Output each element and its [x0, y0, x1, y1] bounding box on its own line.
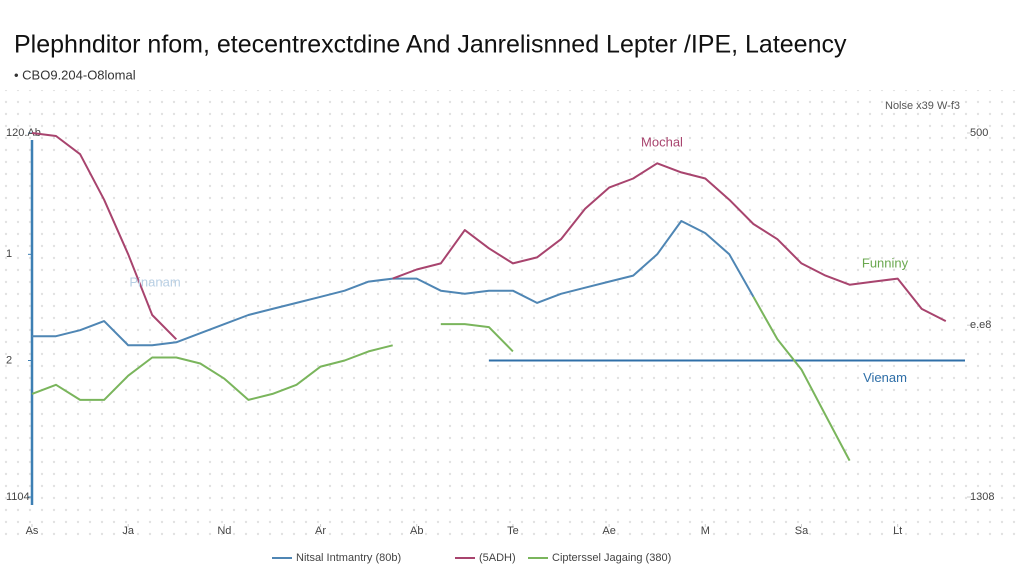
x-tick-label: Lt	[893, 525, 902, 537]
y-tick-label: 1104	[6, 491, 30, 503]
y-tick-label: 120.Ab	[6, 127, 41, 139]
series-line	[440, 323, 514, 353]
x-tick-label: Nd	[217, 525, 231, 537]
chart-title: Plephnditor nfom, etecentrexctdine And J…	[14, 31, 847, 59]
legend-label: (5ADH)	[479, 552, 516, 564]
y2-tick-label: 1308	[970, 491, 994, 503]
y-tick-label: 1	[6, 248, 12, 260]
x-tick-label: As	[26, 525, 39, 537]
x-tick-label: Sa	[795, 525, 809, 537]
corner-note: Nolse x39 W-f3	[885, 100, 960, 112]
annotation: Funniny	[862, 255, 909, 270]
x-tick-label: Ab	[410, 525, 423, 537]
series-line	[31, 344, 393, 401]
reference-label: Vienam	[863, 370, 907, 385]
series-line	[392, 162, 947, 322]
y-tick-label: 2	[6, 354, 12, 366]
x-tick-label: Ja	[122, 525, 135, 537]
chart-subtitle: • CBO9.204-O8lomal	[14, 67, 136, 82]
x-tick-label: Ar	[315, 525, 326, 537]
x-tick-label: Te	[507, 525, 519, 537]
y2-tick-label: 500	[970, 127, 988, 139]
x-tick-label: M	[701, 525, 710, 537]
series-line	[752, 296, 851, 462]
annotation: Pinanam	[129, 274, 180, 289]
legend-label: Nitsal Intmantry (80b)	[296, 552, 401, 564]
x-tick-label: Ae	[602, 525, 615, 537]
dot-grid	[0, 90, 1024, 540]
y2-tick-label: e.e8	[970, 319, 991, 331]
legend-label: Cipterssel Jagaing (380)	[552, 552, 671, 564]
series-line	[31, 132, 178, 341]
annotation: Mochal	[641, 134, 683, 149]
